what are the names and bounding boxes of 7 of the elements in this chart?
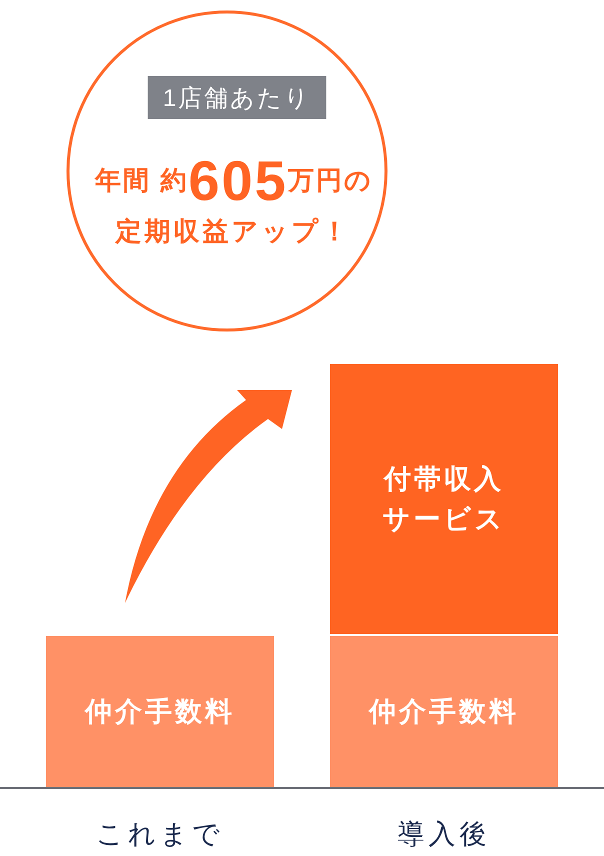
- x-axis-label: 導入後: [398, 819, 490, 849]
- series-label: 付帯収入サービス: [382, 464, 506, 534]
- x-axis-label: これまで: [96, 819, 224, 849]
- series-label: 仲介手数料: [85, 696, 235, 726]
- annotation: 1店舗あたり: [148, 76, 326, 119]
- annotation: 定期収益アップ！: [116, 216, 350, 246]
- series-label: 仲介手数料: [369, 696, 519, 726]
